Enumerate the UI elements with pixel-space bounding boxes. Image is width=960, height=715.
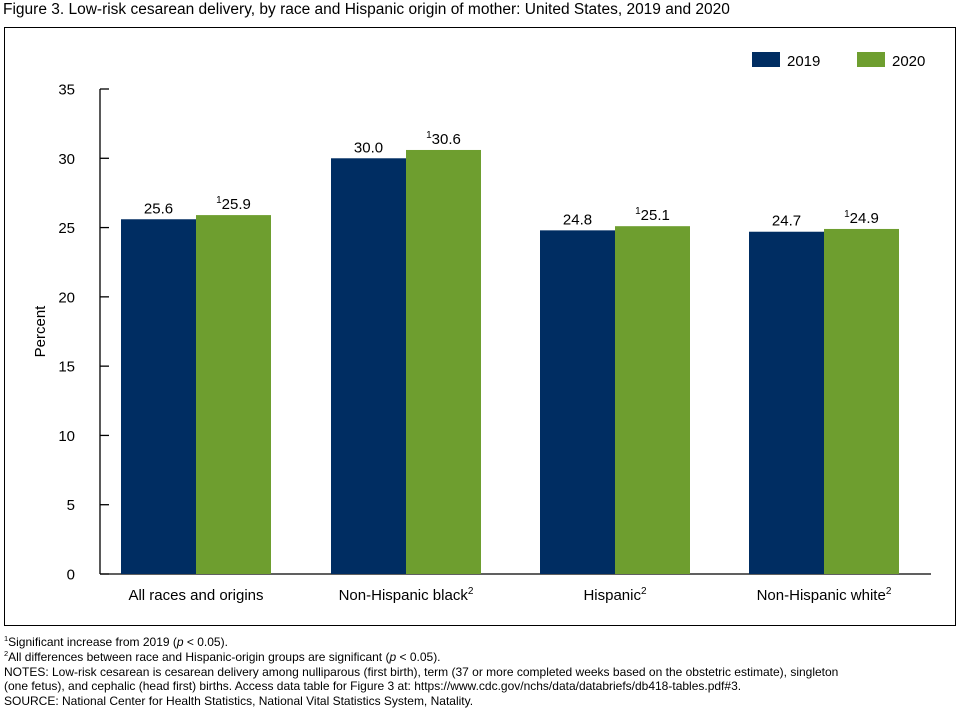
x-category-label: Hispanic2 (583, 586, 647, 604)
y-tick-label: 35 (58, 82, 75, 99)
data-label: 130.6 (426, 130, 461, 148)
x-category-label: Non-Hispanic white2 (757, 586, 892, 604)
bar-2019-3 (749, 231, 824, 574)
bar-2020-1 (406, 149, 481, 574)
bar-2019-1 (331, 158, 406, 575)
footnotes: 1Significant increase from 2019 (p < 0.0… (4, 635, 954, 709)
notes-line-2: (one fetus), and cephalic (head first) b… (4, 679, 742, 694)
footnote-2: 2All differences between race and Hispan… (4, 648, 441, 664)
data-label: 125.9 (216, 195, 251, 213)
bar-2019-2 (540, 230, 615, 575)
notes-line-1: NOTES: Low-risk cesarean is cesarean del… (4, 664, 839, 679)
bar-2020-3 (824, 228, 899, 574)
bar-2020-2 (615, 226, 690, 574)
y-tick-label: 0 (67, 567, 75, 584)
y-tick-label: 10 (58, 428, 75, 445)
y-tick-label: 25 (58, 220, 75, 237)
data-label: 30.0 (354, 139, 383, 156)
data-label: 24.8 (563, 211, 592, 228)
figure-title: Figure 3. Low-risk cesarean delivery, by… (3, 1, 730, 18)
legend-swatch-2019 (752, 52, 780, 67)
y-axis-title: Percent (32, 305, 49, 358)
data-label: 124.9 (844, 209, 879, 227)
footnote-1: 1Significant increase from 2019 (p < 0.0… (4, 634, 228, 649)
y-tick-label: 30 (58, 151, 75, 168)
bar-2020-0 (196, 215, 271, 574)
data-label: 25.6 (144, 200, 173, 217)
legend-label-2020: 2020 (892, 53, 925, 70)
data-label: 24.7 (772, 213, 801, 230)
x-category-label: Non-Hispanic black2 (339, 586, 474, 604)
source-note: SOURCE: National Center for Health Stati… (4, 694, 474, 709)
x-category-label: All races and origins (128, 587, 263, 604)
y-tick-label: 5 (67, 497, 75, 514)
bar-chart: 0 5 10 15 20 25 30 35 Percent 25.6 30.0 24.8 24.7 125… (32, 52, 931, 604)
bar-2019-0 (121, 219, 196, 574)
data-label: 125.1 (635, 206, 670, 224)
legend-swatch-2020 (857, 52, 885, 67)
chart-frame: 0 5 10 15 20 25 30 35 Percent 25.6 30.0 24.8 24.7 125… (4, 27, 956, 626)
legend-label-2019: 2019 (787, 53, 820, 70)
y-tick-label: 15 (58, 359, 75, 376)
y-tick-label: 20 (58, 289, 75, 306)
